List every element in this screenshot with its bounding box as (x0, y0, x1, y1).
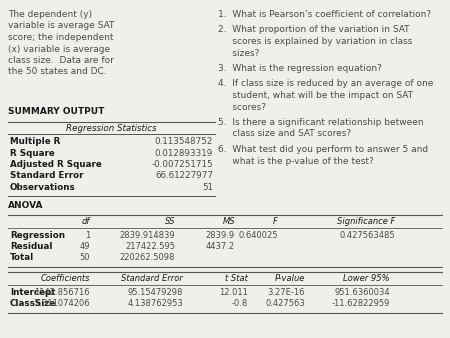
Text: the 50 states and DC.: the 50 states and DC. (8, 68, 107, 76)
Text: 95.15479298: 95.15479298 (128, 288, 183, 297)
Text: 1: 1 (85, 231, 90, 240)
Text: 951.6360034: 951.6360034 (334, 288, 390, 297)
Text: 5.  Is there a significant relationship between: 5. Is there a significant relationship b… (218, 118, 423, 127)
Text: student, what will be the impact on SAT: student, what will be the impact on SAT (218, 91, 413, 100)
Text: 0.640025: 0.640025 (238, 231, 278, 240)
Text: Observations: Observations (10, 183, 76, 192)
Text: 1.  What is Pearson’s coefficient of correlation?: 1. What is Pearson’s coefficient of corr… (218, 10, 431, 19)
Text: class size and SAT scores?: class size and SAT scores? (218, 129, 351, 139)
Text: -11.62822959: -11.62822959 (332, 299, 390, 309)
Text: 4.  If class size is reduced by an average of one: 4. If class size is reduced by an averag… (218, 79, 433, 89)
Text: Standard Error: Standard Error (10, 171, 84, 180)
Text: 12.011: 12.011 (219, 288, 248, 297)
Text: SS: SS (165, 217, 175, 225)
Text: 220262.5098: 220262.5098 (120, 254, 175, 263)
Text: Standard Error: Standard Error (121, 274, 183, 283)
Text: Residual: Residual (10, 242, 53, 251)
Text: 0.113548752: 0.113548752 (155, 137, 213, 146)
Text: Significance F: Significance F (337, 217, 395, 225)
Text: 4437.2: 4437.2 (206, 242, 235, 251)
Text: 51: 51 (202, 183, 213, 192)
Text: 50: 50 (80, 254, 90, 263)
Text: 2839.9: 2839.9 (206, 231, 235, 240)
Text: Coefficients: Coefficients (40, 274, 90, 283)
Text: 2839.914839: 2839.914839 (119, 231, 175, 240)
Text: Regression: Regression (10, 231, 65, 240)
Text: scores is explained by variation in class: scores is explained by variation in clas… (218, 37, 412, 46)
Text: 0.427563: 0.427563 (265, 299, 305, 309)
Text: Total: Total (10, 254, 34, 263)
Text: 3.27E-16: 3.27E-16 (267, 288, 305, 297)
Text: sizes?: sizes? (218, 48, 259, 57)
Text: MS: MS (222, 217, 235, 225)
Text: score; the independent: score; the independent (8, 33, 113, 42)
Text: t Stat: t Stat (225, 274, 248, 283)
Text: 3.  What is the regression equation?: 3. What is the regression equation? (218, 64, 382, 73)
Text: 2.  What proportion of the variation in SAT: 2. What proportion of the variation in S… (218, 25, 410, 34)
Text: Adjusted R Square: Adjusted R Square (10, 160, 102, 169)
Text: variable is average SAT: variable is average SAT (8, 22, 114, 30)
Text: -0.8: -0.8 (232, 299, 248, 309)
Text: 6.  What test did you perform to answer 5 and: 6. What test did you perform to answer 5… (218, 145, 428, 154)
Text: Lower 95%: Lower 95% (343, 274, 390, 283)
Text: df: df (81, 217, 90, 225)
Text: -3.311074206: -3.311074206 (32, 299, 90, 309)
Text: 1142.856716: 1142.856716 (34, 288, 90, 297)
Text: (x) variable is average: (x) variable is average (8, 45, 110, 53)
Text: scores?: scores? (218, 102, 266, 112)
Text: F: F (273, 217, 278, 225)
Text: 0.427563485: 0.427563485 (339, 231, 395, 240)
Text: Multiple R: Multiple R (10, 137, 60, 146)
Text: what is the p-value of the test?: what is the p-value of the test? (218, 156, 374, 166)
Text: class size.  Data are for: class size. Data are for (8, 56, 114, 65)
Text: SUMMARY OUTPUT: SUMMARY OUTPUT (8, 107, 104, 116)
Text: -0.007251715: -0.007251715 (151, 160, 213, 169)
Text: ANOVA: ANOVA (8, 201, 44, 211)
Text: Intercept: Intercept (10, 288, 55, 297)
Text: The dependent (y): The dependent (y) (8, 10, 92, 19)
Text: Regression Statistics: Regression Statistics (66, 124, 156, 133)
Text: R Square: R Square (10, 148, 55, 158)
Text: P-value: P-value (274, 274, 305, 283)
Text: 0.012893319: 0.012893319 (155, 148, 213, 158)
Text: 66.61227977: 66.61227977 (155, 171, 213, 180)
Text: 4.138762953: 4.138762953 (127, 299, 183, 309)
Text: 217422.595: 217422.595 (125, 242, 175, 251)
Text: ClassSize: ClassSize (10, 299, 56, 309)
Text: 49: 49 (80, 242, 90, 251)
